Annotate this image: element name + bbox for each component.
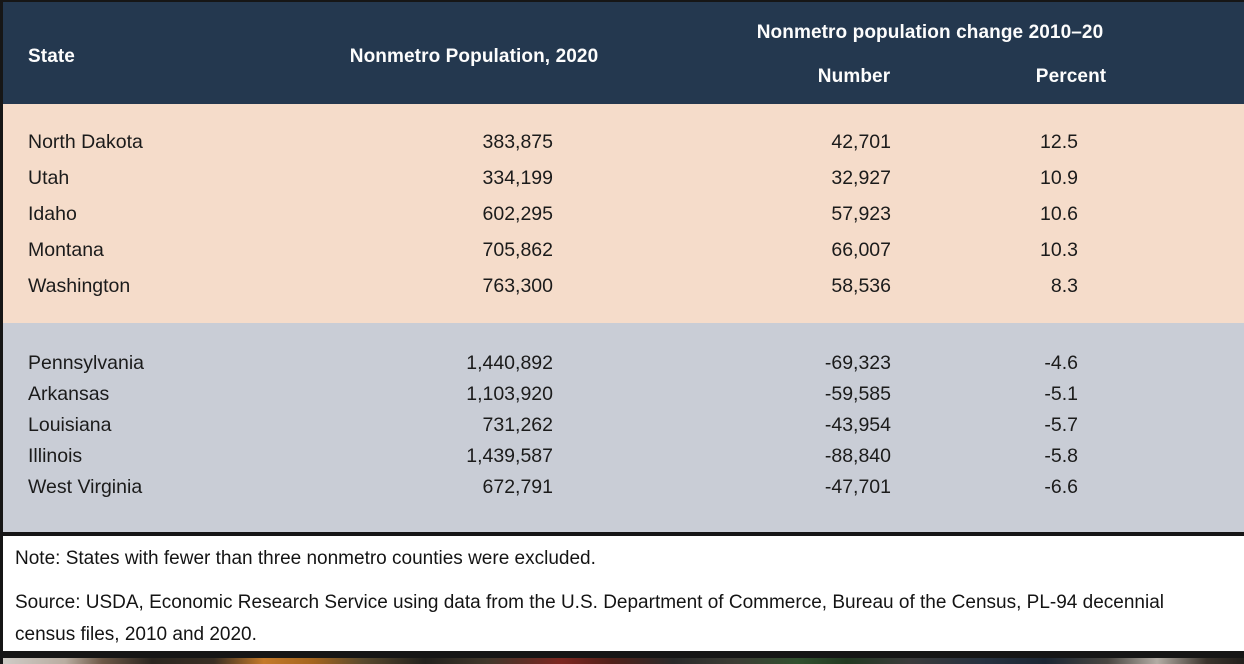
cell-population: 1,440,892 xyxy=(466,352,553,374)
cell-state: West Virginia xyxy=(28,476,143,498)
cell-state: Arkansas xyxy=(28,383,110,405)
cell-percent: -5.7 xyxy=(1044,414,1078,436)
bottom-border xyxy=(3,651,1244,658)
cell-population: 334,199 xyxy=(482,167,554,189)
cell-state: Idaho xyxy=(28,203,77,225)
table-row: West Virginia 672,791 -47,701 -6.6 xyxy=(3,472,1244,503)
section-population-decliners: Pennsylvania 1,440,892 -69,323 -4.6 Arka… xyxy=(3,323,1244,532)
photo-sliver-below-table xyxy=(3,658,1244,664)
table-row: North Dakota 383,875 42,701 12.5 xyxy=(3,124,1244,160)
column-header-state: State xyxy=(28,46,75,67)
cell-percent: 12.5 xyxy=(1040,131,1078,153)
cell-percent: 10.3 xyxy=(1040,239,1078,261)
cell-percent: 10.9 xyxy=(1040,167,1078,189)
cell-population: 705,862 xyxy=(482,239,554,261)
table-row: Pennsylvania 1,440,892 -69,323 -4.6 xyxy=(3,348,1244,379)
cell-percent: 10.6 xyxy=(1040,203,1078,225)
cell-percent: -5.1 xyxy=(1044,383,1078,405)
table-row: Montana 705,862 66,007 10.3 xyxy=(3,232,1244,268)
footer-divider xyxy=(3,532,1244,536)
table-row: Illinois 1,439,587 -88,840 -5.8 xyxy=(3,441,1244,472)
table-row: Arkansas 1,103,920 -59,585 -5.1 xyxy=(3,379,1244,410)
cell-number: 57,923 xyxy=(831,203,891,225)
cell-number: -59,585 xyxy=(824,383,891,405)
cell-state: Washington xyxy=(28,275,131,297)
column-header-population: Nonmetro Population, 2020 xyxy=(349,46,599,67)
cell-number: 42,701 xyxy=(831,131,891,153)
cell-population: 672,791 xyxy=(482,476,554,498)
note-text: Note: States with fewer than three nonme… xyxy=(15,548,596,569)
table-row: Washington 763,300 58,536 8.3 xyxy=(3,268,1244,304)
table-footer: Note: States with fewer than three nonme… xyxy=(3,536,1244,651)
table-row: Utah 334,199 32,927 10.9 xyxy=(3,160,1244,196)
cell-number: -88,840 xyxy=(824,445,891,467)
table-header: State Nonmetro Population, 2020 Nonmetro… xyxy=(3,2,1244,104)
cell-percent: -6.6 xyxy=(1044,476,1078,498)
cell-number: -43,954 xyxy=(824,414,891,436)
cell-percent: 8.3 xyxy=(1050,275,1078,297)
cell-number: 58,536 xyxy=(831,275,891,297)
cell-number: -69,323 xyxy=(824,352,891,374)
cell-population: 763,300 xyxy=(482,275,554,297)
cell-state: Pennsylvania xyxy=(28,352,144,374)
table-row: Idaho 602,295 57,923 10.6 xyxy=(3,196,1244,232)
cell-percent: -4.6 xyxy=(1044,352,1078,374)
cell-state: Utah xyxy=(28,167,70,189)
cell-population: 731,262 xyxy=(482,414,554,436)
cell-population: 1,439,587 xyxy=(466,445,553,467)
table-row: Louisiana 731,262 -43,954 -5.7 xyxy=(3,410,1244,441)
cell-state: Illinois xyxy=(28,445,83,467)
cell-state: Louisiana xyxy=(28,414,112,436)
cell-number: 66,007 xyxy=(831,239,891,261)
cell-population: 383,875 xyxy=(482,131,554,153)
column-header-change-group: Nonmetro population change 2010–20 xyxy=(756,22,1104,43)
cell-number: -47,701 xyxy=(824,476,891,498)
cell-state: North Dakota xyxy=(28,131,143,153)
column-header-number: Number xyxy=(817,66,891,87)
column-header-percent: Percent xyxy=(1035,66,1107,87)
cell-population: 1,103,920 xyxy=(466,383,553,405)
cell-population: 602,295 xyxy=(482,203,554,225)
section-population-gainers: North Dakota 383,875 42,701 12.5 Utah 33… xyxy=(3,104,1244,323)
cell-number: 32,927 xyxy=(831,167,891,189)
source-text: Source: USDA, Economic Research Service … xyxy=(15,592,1164,645)
cell-percent: -5.8 xyxy=(1044,445,1078,467)
cell-state: Montana xyxy=(28,239,104,261)
